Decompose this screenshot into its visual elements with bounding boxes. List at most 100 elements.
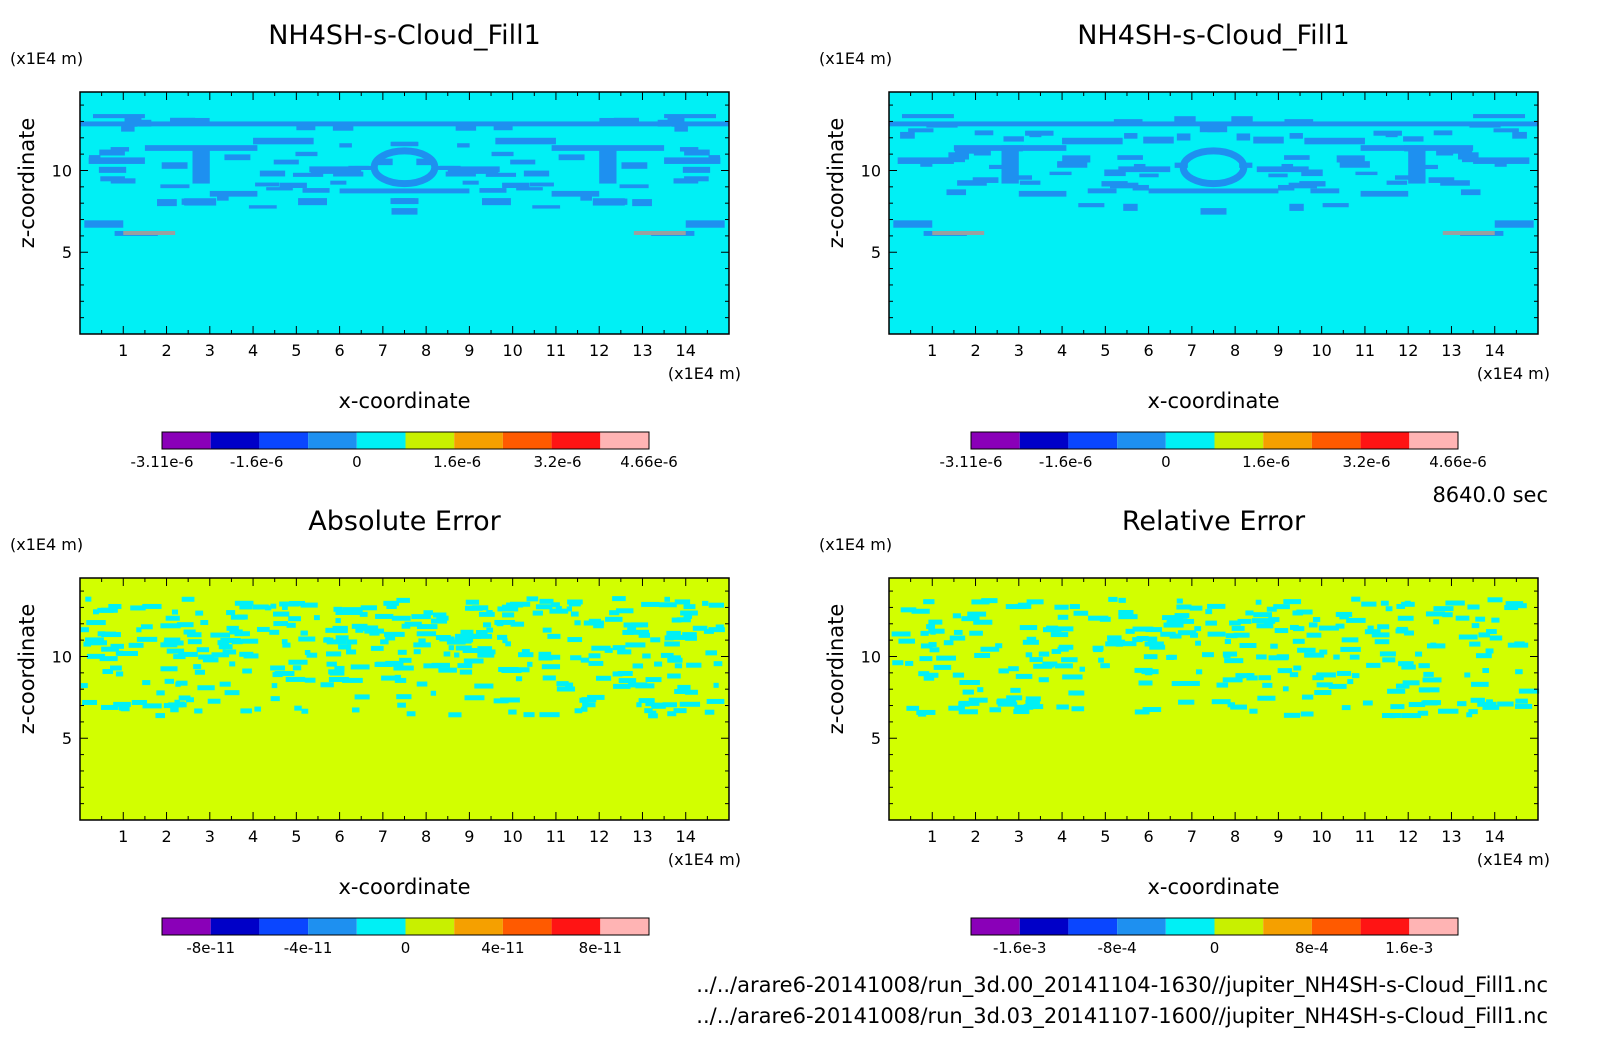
error-cell xyxy=(667,632,679,638)
error-cell xyxy=(911,608,930,614)
cloud-cell xyxy=(897,157,954,164)
y-tick-label: 10 xyxy=(861,161,881,180)
error-cell xyxy=(549,608,569,614)
error-cell xyxy=(612,645,626,651)
error-cell xyxy=(898,638,916,644)
x-tick-label: 7 xyxy=(378,827,388,846)
cloud-cell xyxy=(657,119,671,127)
error-cell xyxy=(176,680,188,686)
error-cell xyxy=(1178,699,1195,705)
error-cell xyxy=(254,706,262,712)
colorbar: -1.6e-3 -8e-4 0 8e-4 1.6e-3 xyxy=(970,917,1459,957)
error-cell xyxy=(920,643,933,649)
error-cell xyxy=(240,708,252,714)
error-cell xyxy=(680,610,698,616)
cloud-cell xyxy=(1207,125,1228,133)
error-cell xyxy=(580,657,590,663)
error-cell xyxy=(196,647,210,653)
x-tick-label: 7 xyxy=(1187,341,1197,360)
cloud-cell xyxy=(348,165,370,170)
error-cell xyxy=(1138,680,1153,686)
colorbar-tick-label: 0 xyxy=(1210,939,1220,957)
cloud-cell xyxy=(1062,137,1123,145)
error-cell xyxy=(380,639,389,645)
error-cell xyxy=(351,707,360,713)
cloud-cell xyxy=(1512,131,1527,139)
error-cell xyxy=(243,653,259,659)
colorbar-segment xyxy=(971,918,1020,935)
error-cell xyxy=(1015,673,1033,679)
error-cell xyxy=(1504,605,1519,611)
cloud-cell xyxy=(84,220,124,228)
cloud-cell xyxy=(1143,136,1174,144)
error-cell xyxy=(131,699,148,705)
error-cell xyxy=(662,702,678,708)
cloud-cell xyxy=(123,230,176,235)
error-cell xyxy=(973,619,993,625)
error-cell xyxy=(140,624,153,630)
x-tick-label: 2 xyxy=(970,827,980,846)
error-cell xyxy=(1225,633,1238,639)
colorbar-segment xyxy=(971,432,1020,449)
error-cell xyxy=(87,653,106,659)
error-cell xyxy=(1237,618,1252,624)
x-axis-label: x-coordinate xyxy=(1147,389,1279,413)
error-cell xyxy=(1293,665,1302,671)
error-cell xyxy=(1013,709,1030,715)
error-cell xyxy=(1455,615,1470,621)
error-cell xyxy=(1486,629,1497,635)
error-cell xyxy=(224,690,240,696)
error-cell xyxy=(1438,708,1459,714)
error-cell xyxy=(194,669,205,675)
cloud-cell xyxy=(1339,161,1370,168)
error-cell xyxy=(229,661,236,667)
error-cell xyxy=(1277,668,1293,674)
error-cell xyxy=(943,640,954,646)
error-cell xyxy=(335,609,351,615)
error-cell xyxy=(93,609,99,615)
colorbar-segment xyxy=(210,918,260,935)
error-cell xyxy=(1100,663,1110,669)
error-cell xyxy=(1108,596,1118,602)
cloud-cell xyxy=(1023,145,1049,150)
error-cell xyxy=(359,611,368,617)
error-cell xyxy=(142,703,162,709)
error-cell xyxy=(1054,604,1069,610)
colorbar-tick-label: -3.11e-6 xyxy=(940,453,1003,471)
error-cell xyxy=(633,629,649,635)
error-cell xyxy=(218,644,226,650)
x-tick-label: 3 xyxy=(205,827,215,846)
error-cell xyxy=(595,675,612,681)
error-cell xyxy=(270,665,286,671)
error-cell xyxy=(645,701,654,707)
error-cell xyxy=(1300,711,1314,717)
cloud-cell xyxy=(502,182,530,188)
error-cell xyxy=(1251,618,1271,624)
error-cell xyxy=(518,667,530,673)
x-tick-label: 14 xyxy=(676,341,696,360)
error-cell xyxy=(510,621,525,627)
colorbar-segment xyxy=(356,432,406,449)
error-cell xyxy=(418,638,426,644)
x-tick-label: 6 xyxy=(1144,827,1154,846)
error-cell xyxy=(1362,700,1373,706)
error-cell xyxy=(1071,706,1085,712)
error-cell xyxy=(1349,654,1360,660)
error-cell xyxy=(667,673,681,679)
x-tick-label: 9 xyxy=(1273,341,1283,360)
error-cell xyxy=(926,624,936,630)
error-cell xyxy=(110,643,124,649)
y-unit-label: (x1E4 m) xyxy=(819,49,892,68)
error-cell xyxy=(1051,648,1062,654)
error-cell xyxy=(217,640,230,646)
error-cell xyxy=(1229,620,1241,626)
cloud-cell xyxy=(457,143,470,148)
error-cell xyxy=(220,637,241,643)
cloud-ring xyxy=(1179,147,1248,188)
error-cell xyxy=(1514,641,1525,647)
colorbar-frame xyxy=(161,431,650,450)
colorbar-segment xyxy=(1360,432,1410,449)
cloud-cell xyxy=(125,120,138,127)
colorbar-tick-label: 1.6e-6 xyxy=(1242,453,1290,471)
colorbar-frame xyxy=(970,431,1459,450)
